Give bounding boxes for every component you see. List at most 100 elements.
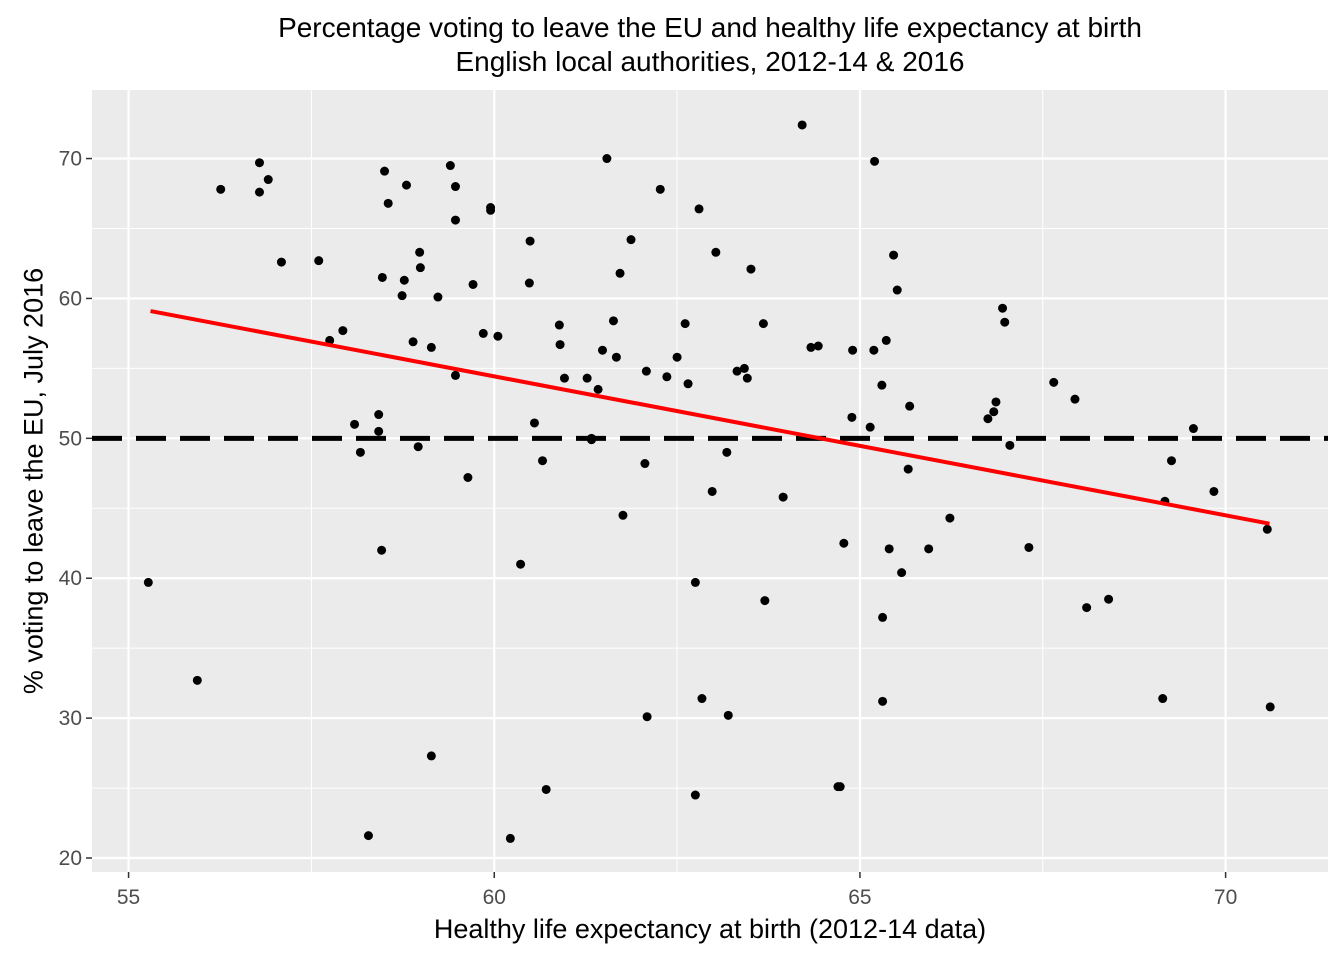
data-point	[662, 372, 672, 382]
data-point	[835, 782, 845, 792]
data-point	[924, 544, 934, 554]
data-point	[374, 426, 384, 436]
data-point	[732, 366, 742, 376]
data-point	[608, 316, 618, 326]
data-point	[143, 577, 153, 587]
y-tick-label: 50	[59, 427, 82, 450]
y-tick-label: 20	[59, 847, 82, 870]
data-point	[254, 158, 264, 168]
data-point	[1005, 440, 1015, 450]
data-point	[602, 154, 612, 164]
data-point	[903, 464, 913, 474]
data-point	[618, 510, 628, 520]
data-point	[377, 545, 387, 555]
data-point	[680, 319, 690, 329]
data-point	[848, 345, 858, 355]
plot-panel	[92, 90, 1328, 872]
data-point	[1188, 424, 1198, 434]
data-point	[314, 256, 324, 266]
data-point	[889, 250, 899, 260]
data-point	[839, 538, 849, 548]
chart-title: Percentage voting to leave the EU and he…	[278, 12, 1142, 43]
data-point	[413, 442, 423, 452]
data-point	[878, 696, 888, 706]
data-point	[611, 352, 621, 362]
data-point	[870, 156, 880, 166]
data-point	[338, 326, 348, 336]
data-point	[694, 204, 704, 214]
y-tick-label: 70	[59, 148, 82, 171]
data-point	[415, 263, 425, 273]
data-point	[640, 459, 650, 469]
data-point	[254, 187, 264, 197]
data-point	[723, 710, 733, 720]
data-point	[626, 235, 636, 245]
data-point	[401, 180, 411, 190]
data-point	[865, 422, 875, 432]
data-point	[529, 418, 539, 428]
data-point	[881, 335, 891, 345]
data-point	[350, 419, 360, 429]
data-point	[760, 596, 770, 606]
data-point	[991, 397, 1001, 407]
x-axis-label: Healthy life expectancy at birth (2012-1…	[433, 914, 987, 944]
data-point	[778, 492, 788, 502]
data-point	[615, 268, 625, 278]
data-point	[746, 264, 756, 274]
data-point	[380, 166, 390, 176]
data-point	[554, 320, 564, 330]
data-point	[877, 380, 887, 390]
data-point	[582, 373, 592, 383]
data-point	[516, 559, 526, 569]
data-point	[415, 247, 425, 257]
data-point	[892, 285, 902, 295]
x-tick-label: 55	[117, 886, 140, 909]
data-point	[806, 342, 816, 352]
y-tick-label: 60	[59, 287, 82, 310]
data-point	[697, 694, 707, 704]
data-point	[1024, 542, 1034, 552]
data-point	[739, 363, 749, 373]
data-point	[998, 303, 1008, 313]
data-point	[377, 272, 387, 282]
data-point	[1265, 702, 1275, 712]
data-point	[426, 751, 436, 761]
y-tick-label: 40	[59, 567, 82, 590]
data-point	[597, 345, 607, 355]
data-point	[655, 184, 665, 194]
x-tick-label: 65	[848, 886, 871, 909]
data-point	[945, 513, 955, 523]
data-point	[408, 337, 418, 347]
data-point	[722, 447, 732, 457]
data-point	[1158, 694, 1168, 704]
data-point	[869, 345, 879, 355]
data-point	[1209, 486, 1219, 496]
data-point	[426, 342, 436, 352]
data-point	[641, 366, 651, 376]
data-point	[486, 205, 496, 215]
data-point	[683, 379, 693, 389]
data-point	[216, 184, 226, 194]
data-point	[847, 412, 857, 422]
data-point	[989, 407, 999, 417]
data-point	[445, 161, 455, 171]
data-point	[1000, 317, 1010, 327]
data-point	[711, 247, 721, 257]
data-point	[263, 175, 273, 185]
chart-subtitle: English local authorities, 2012-14 & 201…	[455, 46, 965, 77]
data-point	[374, 410, 384, 420]
data-point	[525, 236, 535, 246]
data-point	[450, 215, 460, 225]
data-point	[813, 341, 823, 351]
data-point	[192, 675, 202, 685]
data-point	[672, 352, 682, 362]
data-point	[463, 473, 473, 483]
data-point	[276, 257, 286, 267]
data-point	[559, 373, 569, 383]
data-point	[905, 401, 915, 411]
data-point	[468, 279, 478, 289]
data-point	[505, 833, 515, 843]
data-point	[642, 712, 652, 722]
data-point	[450, 182, 460, 192]
